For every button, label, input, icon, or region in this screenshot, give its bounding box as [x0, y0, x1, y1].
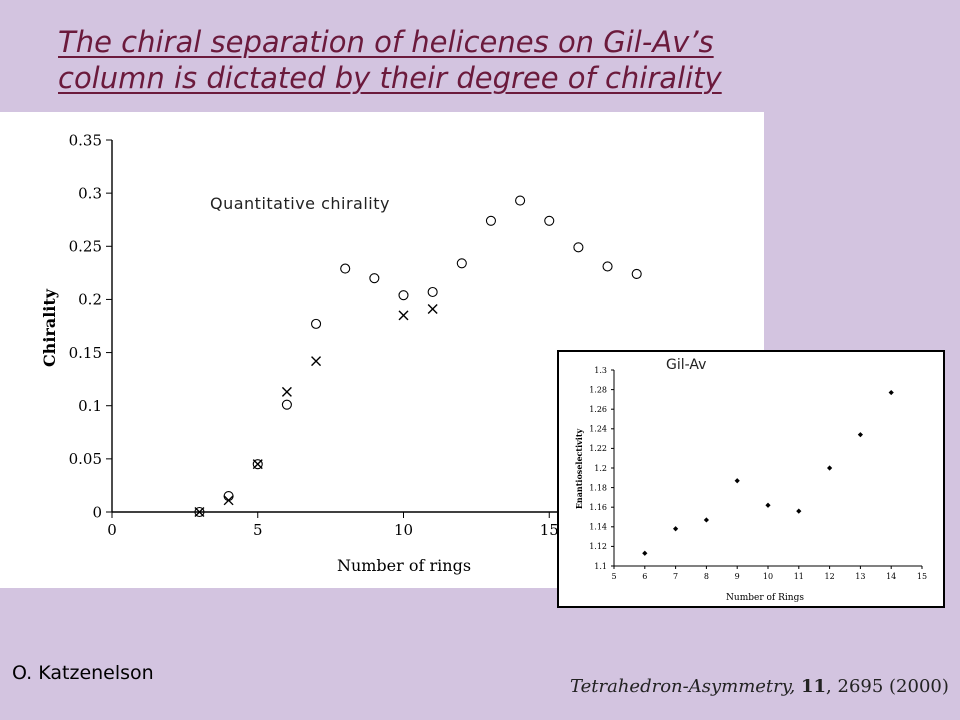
enantioselectivity-diamond-point — [642, 550, 648, 556]
chirality-x-tick-label: 0 — [107, 521, 117, 539]
citation-pages-year: , 2695 (2000) — [826, 676, 949, 697]
chirality-x-tick-label: 10 — [394, 521, 413, 539]
enantioselectivity-diamond-point — [703, 517, 709, 523]
chirality-circle-point — [223, 491, 234, 502]
enantioselectivity-y-tick-label: 1.22 — [589, 444, 607, 453]
chirality-y-tick-label: 0.05 — [69, 450, 102, 468]
chirality-y-tick-label: 0.3 — [78, 184, 102, 202]
enantioselectivity-y-tick-label: 1.3 — [594, 366, 607, 375]
enantioselectivity-y-tick-label: 1.14 — [589, 523, 607, 532]
enantioselectivity-y-tick-label: 1.26 — [589, 405, 607, 414]
enantioselectivity-diamond-point — [888, 389, 894, 396]
chirality-chart-annotation: Quantitative chirality — [210, 194, 390, 213]
chirality-cross-point — [398, 310, 409, 321]
enantioselectivity-y-axis-label: Enantioselectivity — [574, 428, 584, 509]
enantioselectivity-x-tick-label: 13 — [855, 572, 865, 581]
chirality-cross-point — [252, 459, 263, 470]
chirality-circle-point — [340, 263, 351, 274]
slide-title-line-2: column is dictated by their degree of ch… — [58, 61, 722, 95]
chirality-circle-point — [544, 215, 555, 226]
chirality-circle-point — [369, 273, 380, 284]
enantioselectivity-x-tick-label: 7 — [673, 572, 678, 581]
author-credit: O. Katzenelson — [12, 662, 154, 684]
enantioselectivity-y-tick-label: 1.2 — [594, 464, 607, 473]
chirality-x-tick-label: 15 — [540, 521, 559, 539]
chirality-cross-point — [427, 303, 438, 314]
chirality-circle-point — [310, 318, 322, 329]
chirality-circle-point — [485, 215, 497, 226]
enantioselectivity-x-tick-label: 6 — [642, 572, 647, 581]
chirality-cross-point — [194, 507, 205, 517]
enantioselectivity-diamond-point — [796, 508, 802, 514]
chirality-circle-point — [427, 286, 438, 298]
enantioselectivity-x-tick-label: 14 — [886, 572, 896, 581]
chirality-circle-point — [281, 399, 292, 410]
chirality-x-axis-label: Number of rings — [337, 556, 471, 575]
enantioselectivity-x-tick-label: 15 — [917, 572, 927, 581]
enantioselectivity-y-tick-label: 1.12 — [589, 542, 607, 551]
citation-journal: Tetrahedron-Asymmetry, — [570, 676, 796, 697]
chirality-y-tick-label: 0.2 — [78, 291, 102, 309]
enantioselectivity-x-tick-label: 11 — [794, 572, 804, 581]
enantioselectivity-diamond-point — [827, 465, 833, 471]
enantioselectivity-x-tick-label: 12 — [825, 572, 835, 581]
gil-av-inset-panel: 1.1 1.12 1.14 1.16 1.18 1.2 1.22 1.24 1.26 1.28 1.… — [557, 350, 945, 608]
enantioselectivity-x-tick-label: 8 — [704, 572, 709, 581]
enantioselectivity-y-tick-label: 1.28 — [589, 385, 607, 394]
enantioselectivity-y-tick-label: 1.24 — [589, 425, 607, 434]
chirality-cross-point — [223, 495, 234, 506]
enantioselectivity-y-tick-label: 1.18 — [589, 483, 607, 492]
enantioselectivity-y-tick-label: 1.16 — [589, 503, 607, 512]
chirality-circle-point — [515, 195, 526, 206]
enantioselectivity-x-axis-label: Number of Rings — [726, 593, 804, 603]
chirality-scatter-chart: 0 0.05 0.1 0.15 0.2 0.25 0.3 0.35 0 5 10 15 Quantit… — [40, 131, 695, 575]
chirality-circle-point — [602, 261, 613, 272]
chirality-y-tick-label: 0.35 — [69, 131, 102, 149]
enantioselectivity-scatter-chart: 1.1 1.12 1.14 1.16 1.18 1.2 1.22 1.24 1.26 1.28 1.… — [574, 357, 927, 603]
enantioselectivity-diamond-point — [673, 526, 679, 532]
chirality-circle-point — [194, 506, 205, 518]
chirality-y-tick-label: 0.25 — [69, 238, 102, 256]
enantioselectivity-x-tick-label: 5 — [611, 572, 616, 581]
chirality-circle-point — [398, 290, 409, 301]
enantioselectivity-diamond-point — [857, 432, 863, 438]
chirality-x-tick-label: 5 — [253, 521, 263, 539]
chirality-y-tick-label: 0.1 — [78, 397, 102, 415]
enantioselectivity-diamond-point — [734, 478, 740, 484]
chirality-y-axis-label: Chirality — [40, 288, 59, 367]
citation: Tetrahedron-Asymmetry, 11, 2695 (2000) — [570, 676, 949, 697]
chirality-circle-point — [252, 459, 263, 470]
chirality-circle-point — [631, 268, 642, 279]
enantioselectivity-diamond-point — [765, 502, 771, 508]
chirality-y-tick-label: 0 — [92, 503, 102, 521]
citation-volume: 11 — [800, 676, 827, 697]
chirality-cross-point — [311, 356, 322, 367]
slide-title-line-1: The chiral separation of helicenes on Gi… — [58, 25, 714, 59]
enantioselectivity-y-tick-label: 1.1 — [594, 562, 607, 571]
enantioselectivity-x-tick-label: 10 — [763, 572, 773, 581]
chirality-cross-point — [281, 386, 292, 397]
gil-av-annotation: Gil-Av — [666, 357, 706, 373]
enantioselectivity-x-tick-label: 9 — [735, 572, 740, 581]
slide-title: The chiral separation of helicenes on Gi… — [58, 24, 938, 96]
chirality-circle-point — [456, 258, 467, 269]
chirality-y-tick-label: 0.15 — [69, 344, 102, 362]
chirality-circle-point — [573, 242, 584, 253]
